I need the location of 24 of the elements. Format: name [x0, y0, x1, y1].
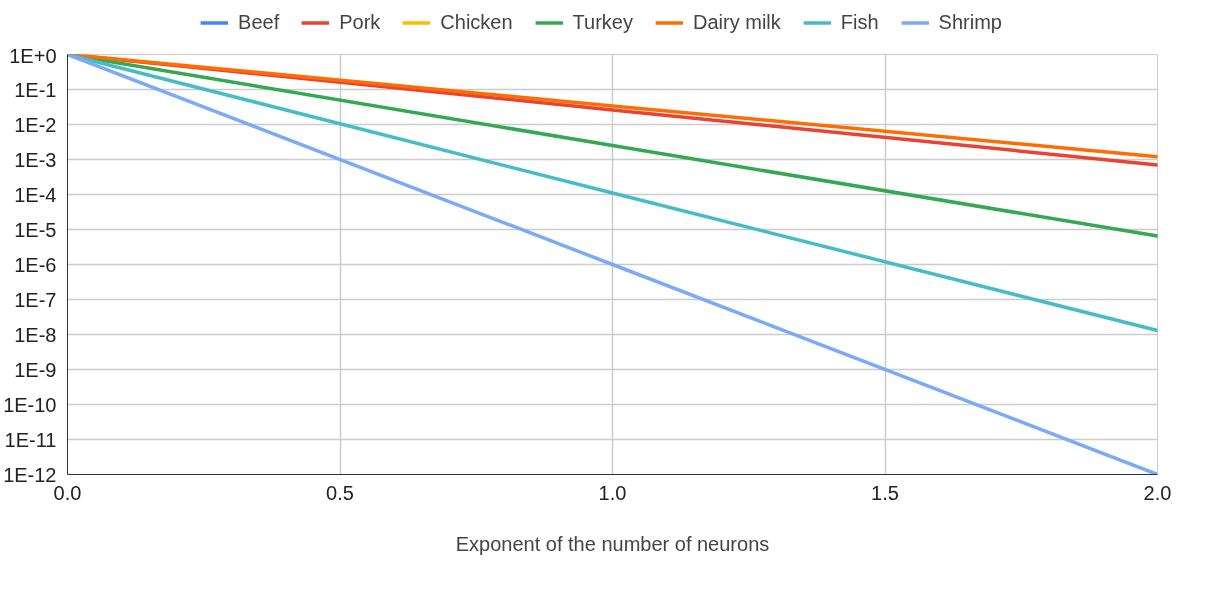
x-tick-label: 2.0 — [1143, 481, 1172, 504]
y-tick-label: 1E-10 — [3, 393, 57, 416]
legend-label: Chicken — [440, 10, 513, 34]
y-tick-label: 1E-9 — [14, 358, 57, 381]
legend-label: Shrimp — [938, 10, 1002, 34]
x-tick-label: 1.0 — [598, 481, 627, 504]
y-tick-label: 1E-6 — [14, 253, 57, 276]
y-tick-label: 1E+0 — [9, 44, 57, 67]
x-tick-label: 1.5 — [871, 481, 899, 504]
y-tick-label: 1E-3 — [14, 148, 57, 171]
y-tick-label: 1E-5 — [14, 218, 57, 241]
y-tick-label: 1E-7 — [14, 288, 57, 311]
legend-label: Fish — [840, 10, 879, 34]
x-axis-title: Exponent of the number of neurons — [455, 532, 770, 555]
y-tick-label: 1E-2 — [14, 113, 57, 136]
x-tick-label: 0.5 — [326, 481, 354, 504]
legend-label: Pork — [339, 10, 381, 34]
y-tick-label: 1E-4 — [14, 183, 57, 206]
legend-label: Beef — [238, 10, 280, 34]
y-tick-label: 1E-8 — [14, 323, 57, 346]
legend-label: Turkey — [572, 10, 633, 34]
legend-label: Dairy milk — [693, 10, 781, 34]
y-tick-label: 1E-1 — [14, 78, 57, 101]
y-tick-label: 1E-11 — [4, 428, 57, 451]
